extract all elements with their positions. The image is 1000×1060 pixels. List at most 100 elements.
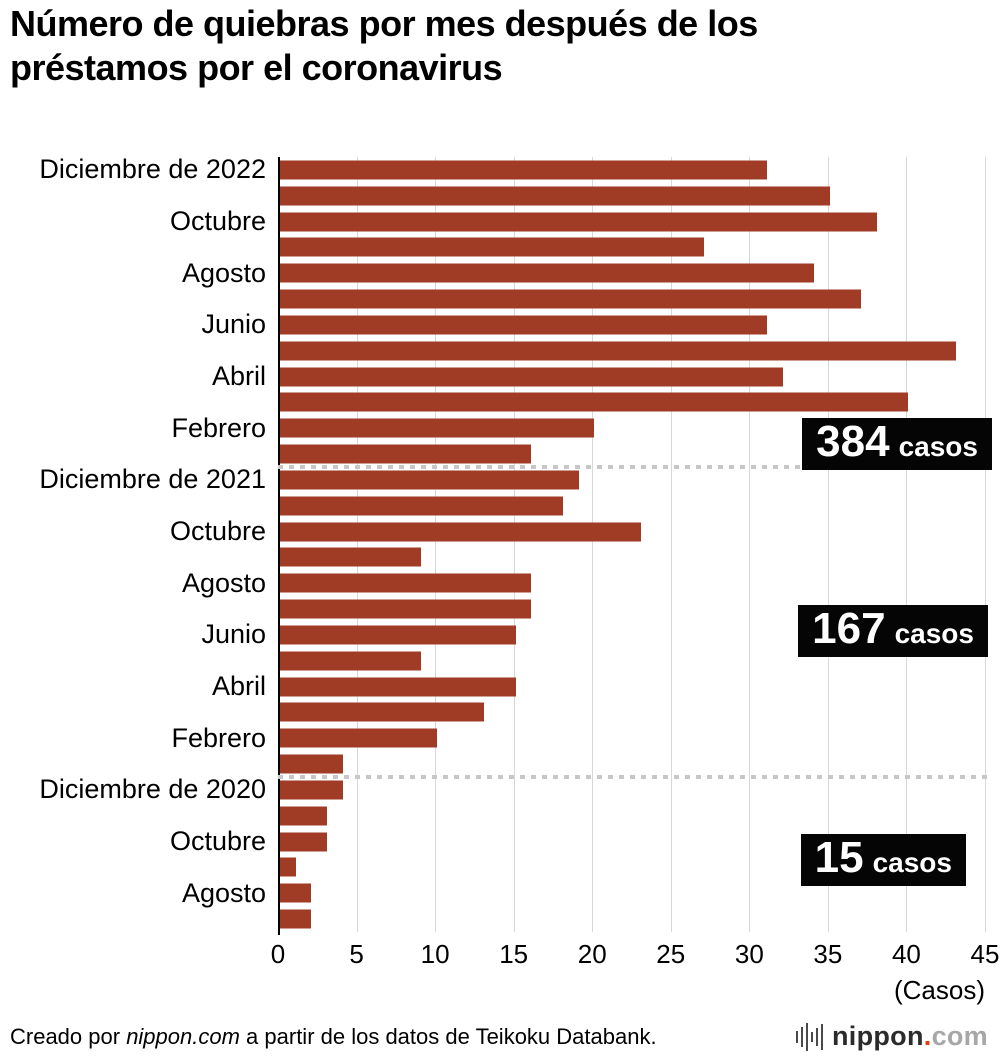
y-axis-label <box>0 338 266 364</box>
bar <box>280 806 328 826</box>
gridline <box>985 157 986 932</box>
annotation-2021-total: 167 casos <box>798 605 988 657</box>
y-axis-label <box>0 390 266 416</box>
bar-row <box>0 493 1000 519</box>
bar-row: Junio <box>0 309 1000 340</box>
gridline <box>906 157 908 932</box>
x-tick-label: 30 <box>734 939 764 969</box>
y-axis-label <box>0 751 266 777</box>
bar-row <box>0 390 1000 416</box>
bar-row <box>0 648 1000 674</box>
bar <box>280 212 878 232</box>
bar-row: Agosto <box>0 257 1000 288</box>
bar-chart: Diciembre de 2022 Octubre Agosto Junio Abril… <box>0 154 1000 1027</box>
y-axis-label: Diciembre de 2021 <box>39 464 266 495</box>
annotation-value: 167 <box>812 604 886 653</box>
y-axis-label: Octubre <box>169 826 266 857</box>
bar <box>280 547 422 567</box>
y-axis-label <box>0 700 266 726</box>
bar <box>280 832 328 852</box>
y-axis-label: Junio <box>201 619 266 650</box>
annotation-unit: casos <box>894 618 974 649</box>
bar-row <box>0 338 1000 364</box>
bar-row: Agosto <box>0 567 1000 598</box>
bar <box>280 857 296 877</box>
annotation-value: 384 <box>816 417 890 466</box>
bar-row: Junio <box>0 619 1000 650</box>
annotation-unit: casos <box>898 431 978 462</box>
gridline <box>435 157 437 932</box>
bar-row <box>0 855 1000 881</box>
bar-row: Octubre <box>0 206 1000 237</box>
bar-row: Agosto <box>0 878 1000 908</box>
bar <box>280 728 438 748</box>
x-tick-label: 45 <box>970 939 1000 969</box>
annotation-unit: casos <box>872 847 952 878</box>
logo-wordmark: nippon.com <box>832 1021 988 1052</box>
bar <box>280 315 768 335</box>
y-axis-label <box>0 441 266 467</box>
x-tick-label: 40 <box>891 939 921 969</box>
x-tick-label: 20 <box>577 939 607 969</box>
bar-row <box>0 803 1000 829</box>
x-tick-label: 35 <box>813 939 843 969</box>
y-axis-label: Octubre <box>169 206 266 237</box>
bar-row <box>0 286 1000 312</box>
annotation-value: 15 <box>814 833 864 882</box>
y-axis-line <box>278 157 280 935</box>
x-tick-label: 10 <box>420 939 450 969</box>
bar-row: Febrero <box>0 413 1000 443</box>
bar-row <box>0 700 1000 726</box>
credit-brand: nippon.com <box>126 1023 240 1049</box>
year-separator-line <box>278 465 987 469</box>
annotation-2020-total: 15 casos <box>800 833 966 886</box>
bar <box>280 702 485 722</box>
y-axis-label <box>0 235 266 261</box>
y-axis-label: Agosto <box>181 257 266 288</box>
bar-row: Octubre <box>0 516 1000 547</box>
logo-dot: . <box>923 1021 932 1051</box>
bar <box>280 909 312 929</box>
bar-row: Abril <box>0 361 1000 391</box>
gridline <box>592 157 594 932</box>
bar-row: Diciembre de 2021 <box>0 464 1000 495</box>
bar <box>280 160 768 180</box>
credit-prefix: Creado por <box>10 1023 127 1049</box>
bar <box>280 341 956 361</box>
y-axis-label: Junio <box>201 309 266 340</box>
bar <box>280 263 815 283</box>
bar <box>280 573 532 593</box>
bar <box>280 237 705 257</box>
bar <box>280 444 532 464</box>
y-axis-label: Abril <box>211 671 266 702</box>
y-axis-label <box>0 803 266 829</box>
y-axis-label: Agosto <box>181 567 266 598</box>
y-axis-label <box>0 286 266 312</box>
bar-row: Diciembre de 2020 <box>0 774 1000 805</box>
bar-rows: Diciembre de 2022 Octubre Agosto Junio Abril… <box>0 154 1000 932</box>
x-tick-label: 25 <box>656 939 686 969</box>
bar <box>280 186 830 206</box>
y-axis-label <box>0 906 266 932</box>
y-axis-label <box>0 183 266 209</box>
bar <box>280 754 343 774</box>
bar-row <box>0 751 1000 777</box>
year-separator-line <box>278 775 987 779</box>
bar <box>280 625 516 645</box>
bar <box>280 780 343 800</box>
bar <box>280 367 783 387</box>
nippon-logo: nippon.com <box>796 1021 988 1052</box>
y-axis-label: Diciembre de 2020 <box>39 774 266 805</box>
bar <box>280 289 862 309</box>
x-tick-label: 5 <box>349 939 364 969</box>
gridline <box>670 157 672 932</box>
bar <box>280 599 532 619</box>
y-axis-label: Octubre <box>169 516 266 547</box>
bar <box>280 392 909 412</box>
bar <box>280 470 579 490</box>
annotation-2022-total: 384 casos <box>802 418 992 470</box>
bar-row: Abril <box>0 671 1000 702</box>
x-tick-label: 0 <box>270 939 286 969</box>
bar-row <box>0 596 1000 622</box>
